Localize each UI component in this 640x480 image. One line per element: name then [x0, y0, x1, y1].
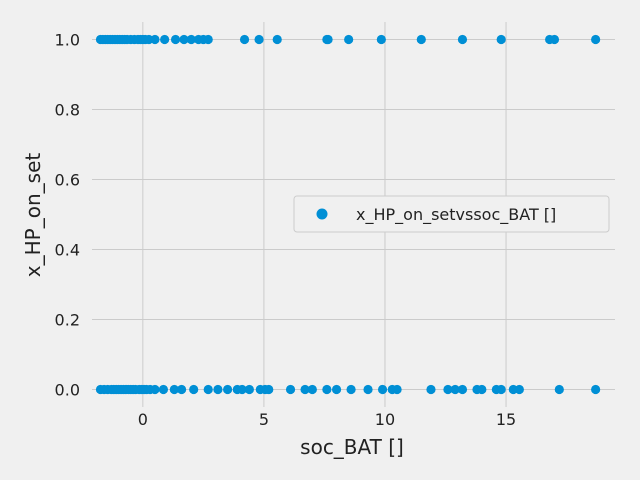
- scatter-point: [203, 384, 213, 395]
- scatter-point: [244, 384, 254, 395]
- scatter-point: [346, 384, 356, 395]
- scatter-point: [264, 384, 274, 395]
- scatter-point: [307, 384, 317, 395]
- legend-box: [293, 195, 610, 233]
- scatter-point: [186, 34, 196, 45]
- scatter-point: [237, 384, 247, 395]
- scatter-point: [150, 34, 160, 45]
- scatter-point: [158, 384, 169, 395]
- scatter-point: [549, 34, 560, 45]
- scatter-point: [426, 384, 436, 395]
- y-tick-label: 0.0: [55, 381, 80, 400]
- scatter-point: [416, 34, 426, 45]
- y-tick-label: 0.6: [55, 171, 80, 190]
- y-tick-label: 0.8: [55, 101, 80, 120]
- y-tick-label: 1.0: [55, 31, 80, 50]
- scatter-point: [160, 34, 170, 45]
- scatter-point: [189, 384, 199, 395]
- scatter-point: [179, 34, 189, 45]
- legend-marker: [316, 208, 328, 220]
- scatter-point: [170, 34, 181, 45]
- y-axis-label: x_HP_on_set: [21, 153, 45, 278]
- scatter-point: [239, 34, 250, 45]
- scatter-point: [344, 34, 354, 45]
- x-tick-label: 5: [259, 410, 269, 429]
- scatter-point: [591, 384, 601, 395]
- data-points: [95, 34, 601, 395]
- scatter-point: [222, 384, 233, 395]
- scatter-point: [363, 384, 373, 395]
- x-axis-label: soc_BAT []: [300, 435, 404, 459]
- scatter-point: [457, 34, 468, 45]
- scatter-point: [203, 34, 213, 45]
- scatter-point: [457, 384, 468, 395]
- x-tick-labels: 0 5 10 15: [138, 410, 516, 429]
- x-tick-label: 10: [375, 410, 395, 429]
- scatter-point: [285, 384, 296, 395]
- y-tick-label: 0.4: [55, 241, 80, 260]
- scatter-point: [477, 384, 487, 395]
- legend-label: x_HP_on_setvssoc_BAT []: [356, 205, 556, 225]
- scatter-point: [322, 384, 332, 395]
- scatter-point: [150, 384, 160, 395]
- scatter-point: [392, 384, 402, 395]
- legend: x_HP_on_setvssoc_BAT []: [293, 195, 610, 233]
- x-tick-label: 15: [496, 410, 516, 429]
- scatter-point: [213, 384, 223, 395]
- scatter-point: [331, 384, 342, 395]
- scatter-point: [176, 384, 187, 395]
- scatter-point: [254, 34, 264, 45]
- scatter-point: [376, 34, 386, 45]
- scatter-point: [514, 384, 524, 395]
- scatter-point: [443, 384, 453, 395]
- scatter-point: [300, 384, 310, 395]
- scatter-point: [377, 384, 388, 395]
- scatter-point: [496, 34, 506, 45]
- y-tick-labels: 0.0 0.2 0.4 0.6 0.8 1.0: [55, 31, 80, 400]
- scatter-point: [323, 34, 333, 45]
- scatter-point: [591, 34, 601, 45]
- scatter-point: [450, 384, 460, 395]
- scatter-point: [169, 384, 179, 395]
- x-tick-label: 0: [138, 410, 148, 429]
- y-tick-label: 0.2: [55, 311, 80, 330]
- scatter-point: [554, 384, 564, 395]
- scatter-point: [272, 34, 282, 45]
- scatter-point: [496, 384, 506, 395]
